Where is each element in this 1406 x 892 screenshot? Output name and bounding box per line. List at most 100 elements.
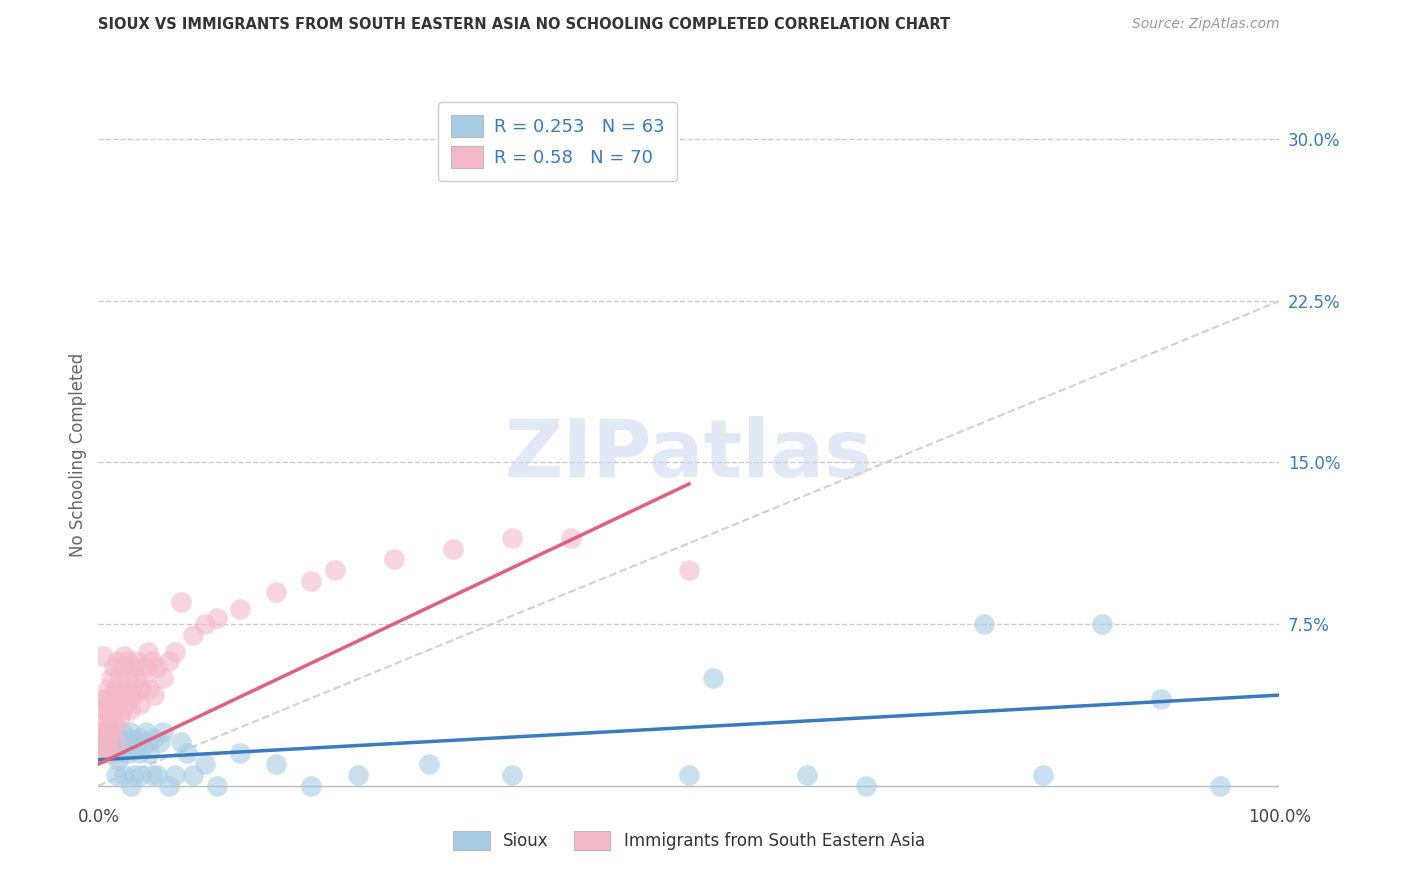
Point xyxy=(120,724,142,739)
Point xyxy=(101,688,124,702)
Point xyxy=(111,703,134,717)
Text: ZIPatlas: ZIPatlas xyxy=(505,416,873,494)
Point xyxy=(118,731,141,746)
Point xyxy=(157,779,180,793)
Point xyxy=(117,746,139,760)
Point xyxy=(122,768,145,782)
Point xyxy=(678,563,700,577)
Point xyxy=(129,768,152,782)
Point xyxy=(93,703,115,717)
Text: SIOUX VS IMMIGRANTS FROM SOUTH EASTERN ASIA NO SCHOOLING COMPLETED CORRELATION C: SIOUX VS IMMIGRANTS FROM SOUTH EASTERN A… xyxy=(98,17,950,31)
Point xyxy=(96,724,118,739)
Point xyxy=(117,654,139,668)
Point xyxy=(141,768,163,782)
Point xyxy=(128,681,150,696)
Point xyxy=(98,724,121,739)
Point xyxy=(100,739,122,754)
Point xyxy=(152,671,174,685)
Point xyxy=(101,735,124,749)
Point xyxy=(107,654,129,668)
Point xyxy=(323,563,346,577)
Point xyxy=(1150,692,1173,706)
Point xyxy=(108,671,131,685)
Point xyxy=(128,746,150,760)
Point xyxy=(108,735,131,749)
Point xyxy=(105,739,128,754)
Point xyxy=(149,735,172,749)
Point xyxy=(91,724,114,739)
Point xyxy=(176,746,198,760)
Point xyxy=(93,731,115,746)
Y-axis label: No Schooling Completed: No Schooling Completed xyxy=(69,353,87,557)
Point xyxy=(103,703,125,717)
Point xyxy=(194,757,217,772)
Point xyxy=(194,617,217,632)
Point xyxy=(165,768,187,782)
Point xyxy=(1091,617,1114,632)
Point xyxy=(91,649,114,664)
Point xyxy=(89,735,111,749)
Point xyxy=(229,746,252,760)
Point xyxy=(138,681,160,696)
Point xyxy=(91,735,114,749)
Point xyxy=(98,746,121,760)
Point xyxy=(142,688,165,702)
Point xyxy=(128,697,150,711)
Point xyxy=(125,735,148,749)
Point xyxy=(90,735,112,749)
Point xyxy=(98,697,121,711)
Point xyxy=(181,768,204,782)
Point xyxy=(165,645,187,659)
Point xyxy=(127,654,149,668)
Point xyxy=(142,731,165,746)
Point xyxy=(501,531,523,545)
Legend: Sioux, Immigrants from South Eastern Asia: Sioux, Immigrants from South Eastern Asi… xyxy=(446,824,932,857)
Point xyxy=(94,692,117,706)
Point xyxy=(855,779,877,793)
Point xyxy=(170,595,193,609)
Point xyxy=(418,757,440,772)
Point xyxy=(96,735,118,749)
Point xyxy=(141,654,163,668)
Point xyxy=(181,628,204,642)
Point xyxy=(157,654,180,668)
Point xyxy=(107,753,129,767)
Point xyxy=(118,688,141,702)
Text: Source: ZipAtlas.com: Source: ZipAtlas.com xyxy=(1132,17,1279,30)
Point xyxy=(98,746,121,760)
Point xyxy=(136,735,159,749)
Point xyxy=(121,779,143,793)
Point xyxy=(105,697,128,711)
Point xyxy=(94,724,117,739)
Point xyxy=(103,660,125,674)
Point xyxy=(100,724,122,739)
Point xyxy=(105,768,128,782)
Point xyxy=(796,768,818,782)
Point xyxy=(97,681,120,696)
Point xyxy=(128,731,150,746)
Point xyxy=(170,735,193,749)
Point xyxy=(90,746,112,760)
Point xyxy=(501,768,523,782)
Point xyxy=(135,724,157,739)
Point xyxy=(973,617,995,632)
Point xyxy=(111,660,134,674)
Point xyxy=(105,735,128,749)
Point xyxy=(91,746,114,760)
Point xyxy=(110,688,132,702)
Point xyxy=(1209,779,1232,793)
Point xyxy=(111,724,134,739)
Point xyxy=(103,746,125,760)
Point xyxy=(299,779,322,793)
Point xyxy=(152,724,174,739)
Point xyxy=(136,645,159,659)
Point xyxy=(117,671,139,685)
Point xyxy=(347,768,370,782)
Point xyxy=(382,552,405,566)
Point xyxy=(90,714,112,728)
Point xyxy=(120,703,142,717)
Point xyxy=(299,574,322,588)
Point xyxy=(91,692,114,706)
Point xyxy=(264,757,287,772)
Point xyxy=(560,531,582,545)
